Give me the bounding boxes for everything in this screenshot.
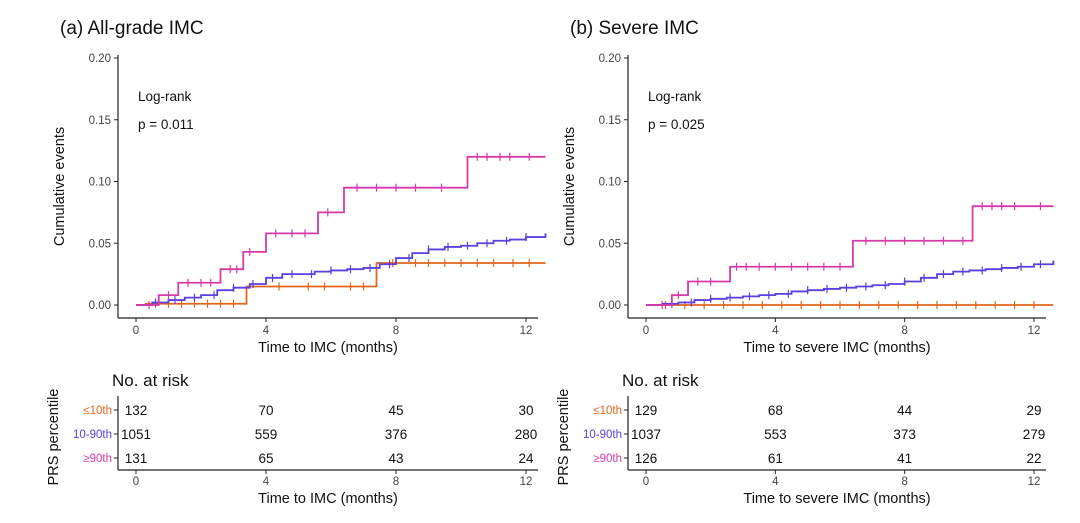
risk-count: 44 <box>897 403 913 418</box>
risk-row-label: ≤10th <box>83 405 112 417</box>
risk-row-label: 10-90th <box>73 429 112 441</box>
risk-x-axis-label: Time to severe IMC (months) <box>743 491 930 507</box>
risk-row-label: 10-90th <box>583 429 622 441</box>
risk-x-tick-label: 0 <box>643 476 649 488</box>
x-axis-label: Time to IMC (months) <box>258 340 398 356</box>
risk-x-tick-label: 8 <box>901 476 907 488</box>
x-axis-label: Time to severe IMC (months) <box>743 340 930 356</box>
risk-count: 30 <box>518 403 533 418</box>
km-curve-1 <box>136 233 547 306</box>
y-tick-label: 0.15 <box>599 115 621 127</box>
risk-count: 559 <box>255 427 278 442</box>
y-tick-label: 0.00 <box>599 300 621 312</box>
y-tick-label: 0.20 <box>599 53 621 65</box>
risk-count: 1037 <box>631 427 661 442</box>
risk-count: 279 <box>1023 427 1046 442</box>
panel-0: (a) All-grade IMC 0.00 0.05 0.10 0.15 0.20 0 4 8… <box>46 18 547 507</box>
risk-x-tick-label: 0 <box>133 476 139 488</box>
risk-row-label: ≥90th <box>83 453 112 465</box>
risk-y-axis-label: PRS percentile <box>556 389 572 486</box>
risk-count: 280 <box>515 427 538 442</box>
log-rank-label: Log-rank <box>648 89 702 104</box>
panel-1: (b) Severe IMC 0.00 0.05 0.10 0.15 0.20 0 4 8 12 T… <box>556 18 1055 507</box>
y-tick-label: 0.20 <box>89 53 111 65</box>
risk-x-tick-label: 8 <box>393 476 399 488</box>
risk-count: 29 <box>1026 403 1041 418</box>
x-tick-label: 8 <box>901 325 907 337</box>
x-tick-label: 4 <box>772 325 779 337</box>
risk-table-title: No. at risk <box>622 371 699 390</box>
risk-count: 22 <box>1026 451 1041 466</box>
x-tick-label: 8 <box>393 325 399 337</box>
risk-count: 65 <box>258 451 273 466</box>
risk-y-axis-label: PRS percentile <box>46 389 62 486</box>
risk-x-tick-label: 4 <box>263 476 270 488</box>
y-tick-label: 0.10 <box>599 177 621 189</box>
x-tick-label: 12 <box>520 325 533 337</box>
risk-x-tick-label: 12 <box>1028 476 1041 488</box>
log-rank-p-value: p = 0.025 <box>648 117 705 132</box>
x-tick-label: 0 <box>133 325 139 337</box>
log-rank-p-value: p = 0.011 <box>138 117 194 132</box>
log-rank-label: Log-rank <box>138 89 192 104</box>
risk-count: 129 <box>635 403 658 418</box>
risk-row-label: ≥90th <box>593 453 622 465</box>
risk-count: 61 <box>768 451 783 466</box>
risk-count: 1051 <box>121 427 151 442</box>
risk-count: 553 <box>764 427 787 442</box>
risk-table-title: No. at risk <box>112 371 189 390</box>
y-tick-label: 0.00 <box>89 300 111 312</box>
panel-title: (b) Severe IMC <box>570 18 699 39</box>
risk-x-axis-label: Time to IMC (months) <box>258 491 398 507</box>
y-tick-label: 0.10 <box>89 177 111 189</box>
risk-count: 126 <box>635 451 658 466</box>
risk-row-label: ≤10th <box>593 405 622 417</box>
panel-title: (a) All-grade IMC <box>60 18 204 39</box>
risk-count: 131 <box>125 451 148 466</box>
km-curve-2 <box>646 205 1054 306</box>
risk-count: 45 <box>388 403 403 418</box>
risk-count: 24 <box>518 451 534 466</box>
y-axis-label: Cumulative events <box>562 127 578 246</box>
y-tick-label: 0.05 <box>599 238 621 250</box>
risk-count: 41 <box>897 451 912 466</box>
risk-count: 43 <box>388 451 403 466</box>
km-curve-2 <box>136 155 546 306</box>
x-tick-label: 12 <box>1028 325 1041 337</box>
y-tick-label: 0.05 <box>89 238 111 250</box>
km-curve-0 <box>136 262 546 306</box>
risk-count: 376 <box>385 427 408 442</box>
x-tick-label: 0 <box>643 325 649 337</box>
risk-count: 373 <box>893 427 916 442</box>
y-axis-label: Cumulative events <box>52 127 68 246</box>
risk-x-tick-label: 4 <box>772 476 779 488</box>
risk-count: 70 <box>258 403 273 418</box>
risk-x-tick-label: 12 <box>520 476 533 488</box>
y-tick-label: 0.15 <box>89 115 111 127</box>
risk-count: 68 <box>768 403 783 418</box>
km-curve-1 <box>646 260 1055 306</box>
x-tick-label: 4 <box>263 325 270 337</box>
risk-count: 132 <box>125 403 148 418</box>
